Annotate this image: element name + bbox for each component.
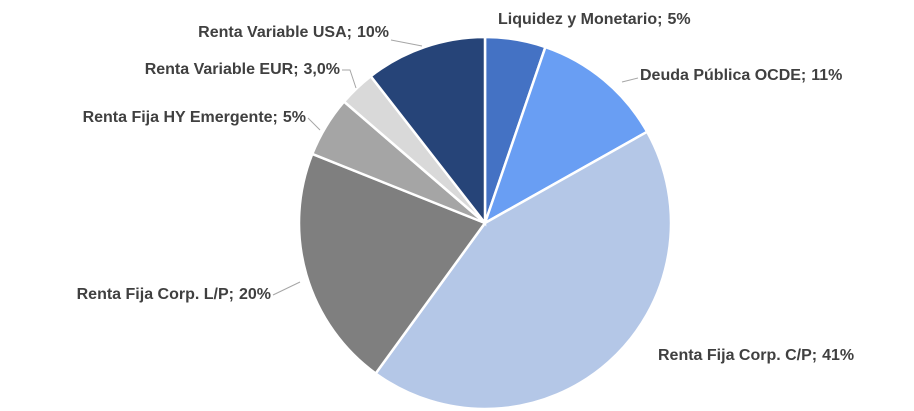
label-category: Renta Fija Corp. L/P; [77,286,234,303]
pie-slice [482,45,649,226]
data-label: Renta Variable USA; 10% [198,24,389,41]
label-value: 5% [667,11,690,28]
leader-line [307,117,321,131]
leader-line [390,39,423,47]
data-label: Liquidez y Monetario; 5% [498,11,691,28]
label-category: Deuda Pública OCDE; [640,67,806,84]
leader-line [621,77,639,83]
label-category: Renta Variable USA; [198,24,352,41]
data-label: Renta Fija HY Emergente; 5% [83,109,306,126]
label-category: Renta Variable EUR; [145,61,299,78]
pie-slice [297,152,487,376]
data-label: Renta Variable EUR; 3,0% [145,61,340,78]
data-label: Renta Fija Corp. C/P; 41% [658,347,854,364]
label-value: 10% [357,24,389,41]
label-value: 3,0% [304,61,340,78]
pie-slice [373,130,673,411]
label-value: 11% [811,67,842,84]
label-category: Renta Fija Corp. C/P; [658,347,817,364]
pie-slice [369,35,487,227]
label-category: Liquidez y Monetario; [498,11,662,28]
label-value: 41% [822,347,854,364]
label-value: 20% [239,286,271,303]
data-label: Deuda Pública OCDE; 11% [640,67,842,84]
label-category: Renta Fija HY Emergente; [83,109,278,126]
leader-line [342,69,357,89]
leader-line [272,281,301,296]
label-value: 5% [283,109,306,126]
data-label: Renta Fija Corp. L/P; 20% [77,286,271,303]
